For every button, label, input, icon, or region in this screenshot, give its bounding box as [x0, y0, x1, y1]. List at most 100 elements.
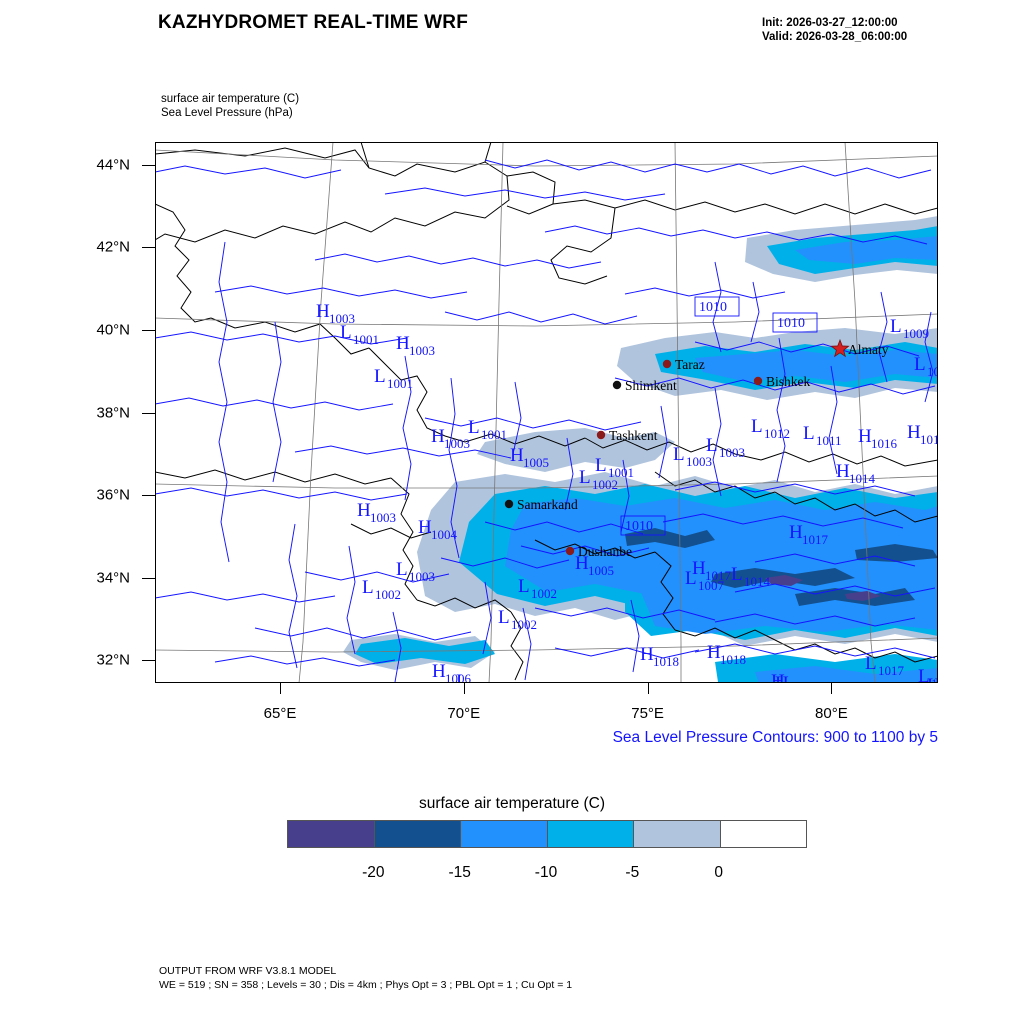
city-dot-icon	[596, 430, 606, 440]
pressure-center-value: 1016	[871, 436, 898, 451]
pressure-center-value: 1006	[445, 671, 472, 683]
pressure-center-type: L	[340, 322, 352, 343]
pressure-center-label: L 1001	[340, 322, 379, 347]
city-marker[interactable]: Shimkent	[612, 378, 677, 393]
pressure-center-value: 1001	[608, 465, 634, 480]
pressure-center-type: H	[357, 500, 371, 521]
pressure-center-type: H	[789, 522, 803, 543]
pressure-center-value: 1002	[375, 587, 401, 602]
city-marker[interactable]: Bishkek	[753, 374, 811, 389]
pressure-center-label: L1018	[918, 666, 938, 683]
city-label: Taraz	[675, 357, 705, 372]
city-label: Almaty	[848, 342, 889, 357]
model-run-times: Init: 2026-03-27_12:00:00 Valid: 2026-03…	[762, 16, 907, 44]
city-marker[interactable]: Samarkand	[504, 497, 578, 512]
lat-tick-mark	[142, 412, 155, 414]
pressure-center-type: H	[510, 445, 524, 466]
temperature-fill-layer	[343, 216, 938, 683]
init-time-label: Init: 2026-03-27_12:00:00	[762, 17, 898, 29]
pressure-center-type: L	[468, 417, 480, 438]
pressure-center-type: H	[927, 675, 938, 683]
lat-tick-mark	[142, 495, 155, 497]
pressure-center-label: L 1002	[518, 576, 557, 601]
pressure-center-type: L	[579, 467, 591, 488]
pressure-center-type: L	[731, 564, 743, 585]
pressure-center-type: H	[858, 426, 872, 447]
pressure-center-type: H	[431, 426, 445, 447]
pressure-center-value: 1003	[409, 343, 435, 358]
city-dot-icon	[753, 376, 763, 386]
colorbar-tick-label: -10	[534, 864, 558, 881]
city-marker[interactable]: Almaty	[830, 338, 889, 358]
lon-tick-mark	[463, 683, 465, 694]
colorbar-swatch	[373, 821, 460, 847]
lat-tick-label: 36°N	[96, 486, 130, 504]
lon-tick-mark	[647, 683, 649, 694]
city-marker[interactable]: Dushanbe	[565, 544, 632, 559]
pressure-center-label: H 1017	[789, 522, 829, 547]
pressure-center-label: H 1003	[316, 301, 355, 326]
lat-tick-label: 44°N	[96, 156, 130, 174]
pressure-center-value: 1014	[920, 432, 938, 447]
lat-tick-label: 34°N	[96, 569, 130, 587]
colorbar-swatch	[719, 821, 806, 847]
capital-star-icon	[830, 338, 850, 358]
city-dot-icon	[612, 380, 622, 390]
pressure-center-label: H 1006	[432, 661, 472, 683]
boxed-contour-label-layer: 1010101010101010	[620, 296, 818, 536]
pressure-center-type: L	[918, 666, 930, 683]
city-marker[interactable]: Taraz	[662, 357, 705, 372]
pressure-center-type: H	[907, 422, 921, 443]
lat-tick-label: 32°N	[96, 651, 130, 669]
city-marker[interactable]: Tashkent	[596, 428, 658, 443]
boxed-contour-label: 1010	[620, 515, 666, 536]
pressure-center-type: H	[836, 461, 850, 482]
pressure-center-label: H 1003	[431, 426, 470, 451]
pressure-center-value: 1007	[698, 578, 725, 593]
colorbar-tick-label: -5	[625, 864, 640, 881]
colorbar-tick-label: 0	[714, 864, 723, 881]
pressure-center-type: H	[396, 333, 410, 354]
pressure-center-type: L	[396, 559, 408, 580]
colorbar-tick-labels: -20 -15 -10 -5 0	[287, 864, 807, 886]
pressure-center-label: L 1003	[396, 559, 435, 584]
city-marker-layer[interactable]: Taraz Shimkent Bishkek Almaty Tashkent Samark…	[504, 338, 889, 559]
pressure-center-value: 1014	[744, 574, 771, 589]
pressure-center-type: H	[771, 671, 785, 683]
contour-label-value: 1010	[699, 300, 727, 315]
pressure-center-label: L 1001	[374, 366, 413, 391]
city-dot-icon	[504, 499, 514, 509]
lat-tick-mark	[142, 164, 155, 166]
pressure-center-label: L 1002	[362, 577, 401, 602]
pressure-center-label: L 1011	[803, 423, 842, 448]
pressure-center-label: H 1017	[692, 558, 732, 583]
pressure-center-value: 1004	[431, 527, 458, 542]
boxed-contour-label: 1010	[694, 296, 740, 317]
pressure-center-label: L1008	[914, 354, 938, 379]
pressure-center-type: H	[418, 517, 432, 538]
pressure-center-label: H1019	[775, 673, 789, 683]
field-caption-temperature: surface air temperature (C)	[161, 93, 300, 105]
colorbar-swatch	[633, 821, 720, 847]
pressure-center-label: H 1005	[510, 445, 549, 470]
footer-line-config: WE = 519 ; SN = 358 ; Levels = 30 ; Dis …	[159, 979, 573, 991]
pressure-center-value: 1002	[531, 586, 557, 601]
lat-tick-mark	[142, 247, 155, 249]
lat-tick-label: 38°N	[96, 404, 130, 421]
pressure-center-value: 1003	[686, 454, 712, 469]
lon-tick-label: 65°E	[263, 705, 297, 722]
model-config-footer: OUTPUT FROM WRF V3.8.1 MODEL WE = 519 ; …	[159, 964, 572, 992]
pressure-center-value: 1003	[444, 436, 470, 451]
pressure-center-value: 1012	[764, 426, 790, 441]
lat-tick-mark	[142, 577, 155, 579]
pressure-center-type: L	[685, 568, 697, 589]
weather-map[interactable]: 1010101010101010 H1003L1001H1003L1001L10…	[155, 142, 938, 683]
pressure-center-type: L	[803, 423, 815, 444]
colorbar-tick-label: -20	[362, 864, 385, 881]
pressure-center-type: L	[914, 354, 926, 375]
city-label: Samarkand	[517, 497, 578, 512]
contour-label-box	[694, 296, 740, 317]
